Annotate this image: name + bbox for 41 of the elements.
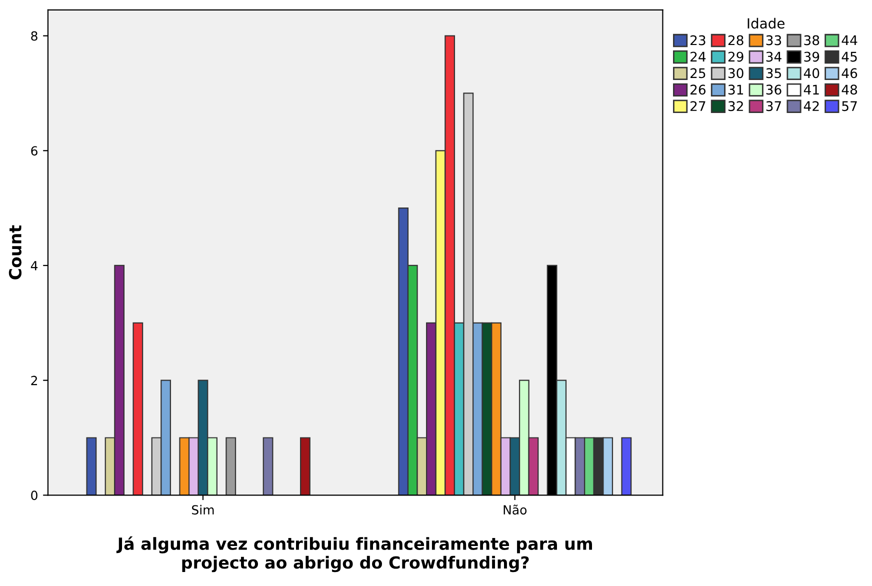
legend-label: 25 (690, 68, 706, 78)
y-axis-title: Count (8, 225, 22, 280)
legend-label: 48 (842, 84, 858, 95)
bar (300, 437, 310, 496)
y-tick-label: 6 (31, 146, 38, 156)
y-tick-label: 2 (31, 376, 37, 386)
legend-label: 35 (766, 68, 781, 78)
legend-label: 27 (690, 101, 706, 111)
bar (226, 437, 236, 496)
legend-label: 24 (690, 52, 706, 62)
legend-label: 30 (728, 68, 744, 78)
legend-label: 46 (842, 68, 858, 78)
legend-label: 45 (842, 52, 857, 62)
legend-label: 44 (842, 35, 858, 46)
bar (132, 322, 144, 496)
legend-label: 32 (728, 101, 743, 112)
x-tick-label: Não (504, 504, 527, 515)
bar (262, 437, 274, 496)
legend-title: Idade (748, 18, 784, 29)
y-tick-label: 0 (31, 490, 38, 500)
y-tick-label: 8 (31, 31, 38, 41)
legend-label: 36 (766, 84, 782, 95)
legend-label: 37 (766, 101, 782, 112)
legend-label: 26 (690, 84, 706, 95)
legend-label: 57 (842, 101, 857, 112)
legend-label: 31 (728, 84, 744, 95)
legend-label: 41 (804, 84, 819, 94)
legend-label: 40 (804, 68, 820, 78)
legend-label: 42 (804, 101, 819, 111)
legend-label: 39 (804, 52, 820, 62)
legend-label: 28 (728, 35, 744, 46)
legend-label: 29 (728, 52, 744, 62)
x-tick-label: Sim (192, 504, 214, 515)
legend-label: 33 (766, 35, 782, 46)
legend-label: 23 (690, 35, 706, 46)
x-axis-title: Já alguma vez contribuiu financeiramente para um projecto ao abrigo do Crowdfunding? (116, 536, 592, 572)
legend-label: 38 (804, 35, 820, 46)
bar (621, 437, 632, 496)
bar (86, 437, 97, 496)
y-tick-label: 4 (30, 261, 38, 270)
legend-label: 34 (766, 52, 782, 62)
